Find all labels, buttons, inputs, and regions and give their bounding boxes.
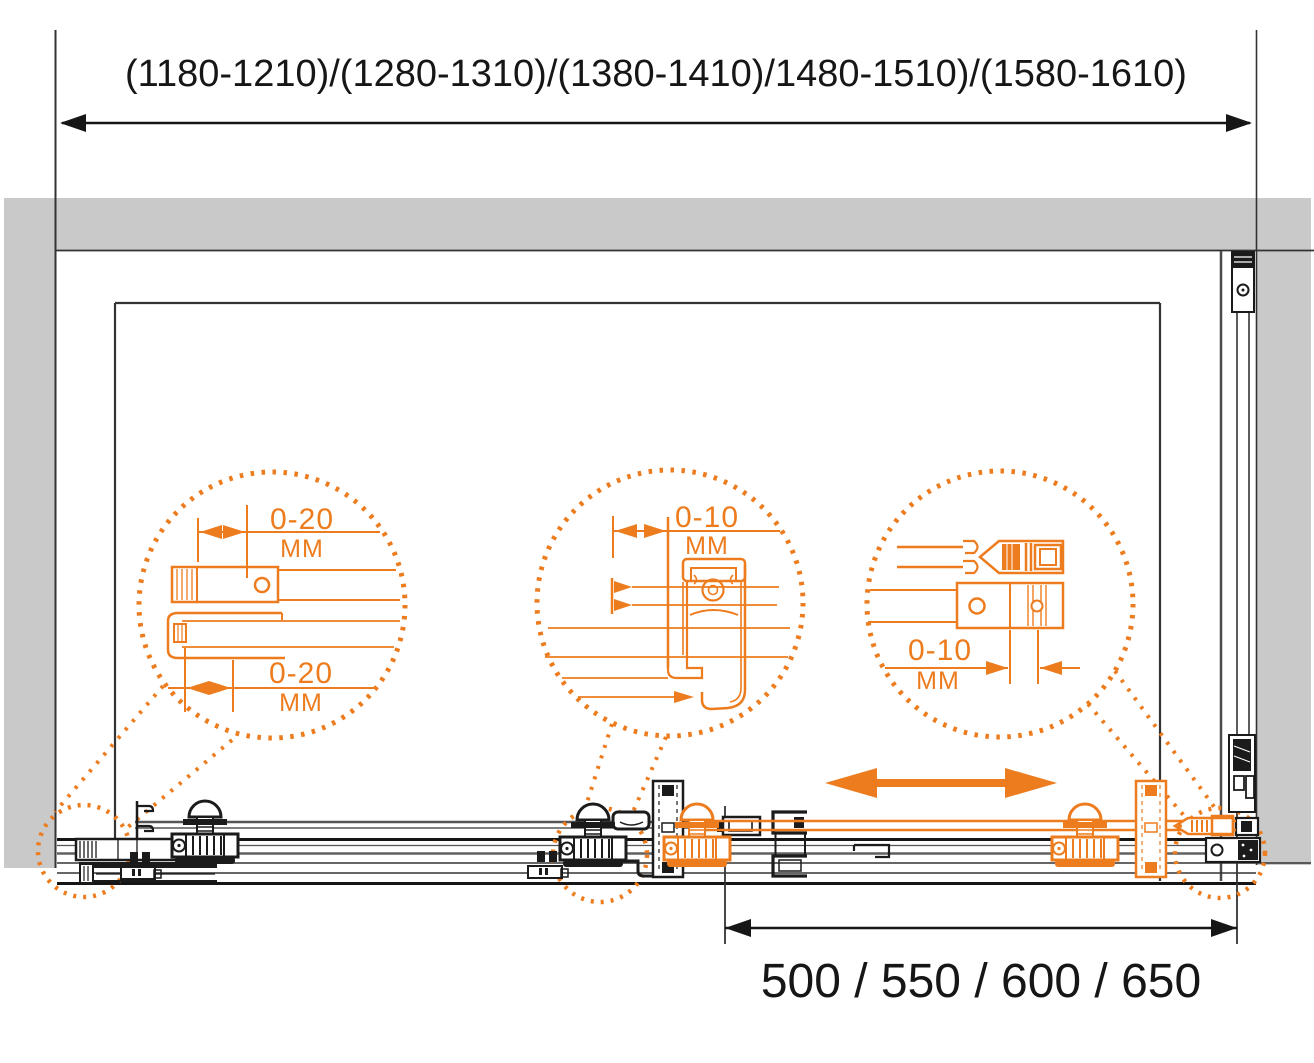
callout-middle-unit: MM bbox=[685, 532, 729, 560]
callout-left-bottom-unit: MM bbox=[279, 689, 323, 717]
callout-right-clamp-detail bbox=[897, 539, 1065, 575]
connector-line bbox=[126, 738, 234, 829]
connector-line bbox=[582, 723, 614, 813]
roller-assembly-left bbox=[170, 799, 240, 866]
wall-profile-right-top bbox=[1231, 251, 1255, 313]
top-dimension-label: (1180-1210)/(1280-1310)/(1380-1410)/1480… bbox=[125, 53, 1187, 95]
top-dimension-arrow-left bbox=[60, 114, 86, 132]
top-dimension-arrow-right bbox=[1226, 114, 1252, 132]
slide-arrow-head-right bbox=[1005, 768, 1057, 798]
wall-top bbox=[4, 198, 1311, 250]
callout-left-top-unit: MM bbox=[280, 535, 324, 563]
callout-middle-value: 0-10 bbox=[675, 501, 739, 534]
callout-left-top-value: 0-20 bbox=[270, 503, 334, 536]
detail-circle-left: 0-20 MM bbox=[136, 469, 408, 741]
slide-arrow-head-left bbox=[825, 768, 877, 798]
callout-middle-wall-clip bbox=[610, 578, 779, 614]
callout-left-channel-detail bbox=[166, 611, 400, 660]
connector-line bbox=[53, 684, 165, 814]
zoom-source-circle-right bbox=[1172, 805, 1268, 901]
wall-left bbox=[4, 198, 55, 868]
hardware-orange bbox=[662, 779, 1236, 879]
walls bbox=[4, 30, 1314, 868]
bottom-dimension-label: 500 / 550 / 600 / 650 bbox=[761, 955, 1201, 1008]
wall-profile-right-bottom bbox=[1228, 734, 1256, 813]
callout-right-unit: MM bbox=[916, 667, 960, 695]
wall-right bbox=[1256, 250, 1311, 865]
callout-right-bracket-detail bbox=[868, 581, 1065, 630]
stopper-bracket bbox=[852, 843, 891, 859]
slide-direction-arrow bbox=[825, 768, 1057, 798]
callout-right-value: 0-10 bbox=[908, 634, 972, 667]
hardware-black bbox=[74, 251, 1262, 884]
callout-left-bottom-dim bbox=[168, 648, 374, 712]
roller-assembly-orange-right bbox=[1050, 802, 1120, 869]
detail-circle-middle-outline bbox=[534, 467, 806, 739]
top-dimension: (1180-1210)/(1280-1310)/(1380-1410)/1480… bbox=[60, 53, 1252, 132]
callout-connectors bbox=[35, 669, 1268, 905]
callout-left-bracket-detail bbox=[170, 565, 400, 604]
latch-fitting bbox=[717, 815, 762, 837]
callout-middle-profile bbox=[545, 557, 790, 711]
detail-circle-left-outline bbox=[136, 469, 408, 741]
callout-right-dim bbox=[885, 630, 1080, 684]
wall-bracket-right bbox=[1204, 816, 1262, 864]
bottom-dimension-arrow-left bbox=[725, 919, 751, 937]
detail-circle-right-outline bbox=[864, 468, 1136, 740]
bottom-dimension-arrow-right bbox=[1211, 919, 1237, 937]
detail-circle-right: 0-10 MM bbox=[864, 468, 1136, 740]
door-profile-vertical-orange bbox=[1134, 779, 1168, 879]
bottom-dimension: 500 / 550 / 600 / 650 bbox=[724, 806, 1238, 1008]
detail-circle-middle: 0-10 MM bbox=[534, 467, 806, 739]
callout-middle-dim bbox=[612, 516, 780, 668]
door-handle bbox=[771, 810, 807, 878]
glass-panel-outline bbox=[113, 251, 1250, 881]
callout-left-bottom-value: 0-20 bbox=[269, 657, 333, 690]
orange-wall-clamp bbox=[1172, 814, 1235, 837]
